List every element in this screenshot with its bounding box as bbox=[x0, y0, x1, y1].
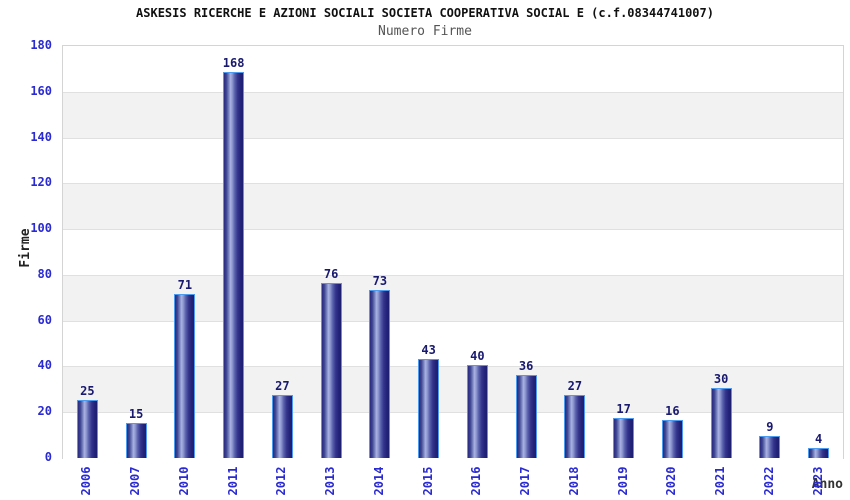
y-tick-label: 20 bbox=[37, 404, 52, 419]
bar bbox=[76, 400, 98, 458]
x-axis-title: Anno bbox=[811, 477, 843, 492]
bar-value-label: 16 bbox=[665, 404, 680, 418]
bar bbox=[564, 395, 586, 458]
bar bbox=[174, 294, 196, 458]
bar bbox=[710, 388, 732, 458]
x-tick-label: 2013 bbox=[323, 466, 338, 496]
x-tick-label: 2019 bbox=[615, 466, 630, 496]
bar-value-label: 4 bbox=[815, 432, 823, 446]
bar bbox=[320, 283, 342, 458]
grid-band bbox=[63, 183, 843, 231]
bar bbox=[661, 420, 683, 458]
x-tick-label: 2007 bbox=[128, 466, 143, 496]
y-tick-label: 160 bbox=[30, 83, 52, 98]
bar-value-label: 27 bbox=[567, 379, 583, 393]
y-tick-label: 120 bbox=[30, 175, 52, 190]
y-tick-label: 80 bbox=[37, 266, 52, 281]
bar-value-label: 40 bbox=[470, 349, 485, 363]
bar bbox=[418, 359, 440, 458]
bar bbox=[466, 365, 488, 458]
y-tick-label: 140 bbox=[30, 129, 52, 144]
bar-value-label: 43 bbox=[421, 343, 436, 357]
x-tick-label: 2010 bbox=[176, 466, 191, 496]
grid-band bbox=[63, 137, 843, 185]
bar bbox=[613, 418, 635, 458]
bar bbox=[759, 436, 781, 458]
x-tick-label: 2018 bbox=[566, 466, 581, 496]
bar-value-label: 15 bbox=[128, 407, 144, 421]
bar-value-label: 27 bbox=[275, 379, 290, 393]
x-tick-label: 2020 bbox=[664, 466, 679, 496]
bar-value-label: 168 bbox=[222, 56, 245, 70]
grid-band bbox=[63, 229, 843, 276]
y-tick-label: 100 bbox=[30, 221, 52, 236]
bar-value-label: 17 bbox=[616, 402, 631, 416]
bar-value-label: 25 bbox=[80, 384, 95, 398]
bar bbox=[271, 395, 293, 458]
x-tick-label: 2012 bbox=[274, 466, 289, 496]
plot-area: 25 15 71 168 27 76 73 43 40 36 27 17 16 30 9 4 bbox=[62, 45, 844, 459]
chart-title: ASKESIS RICERCHE E AZIONI SOCIALI SOCIET… bbox=[136, 6, 714, 20]
x-tick-label: 2015 bbox=[420, 466, 435, 496]
bar-value-label: 73 bbox=[372, 274, 388, 288]
x-tick-label: 2016 bbox=[469, 466, 484, 496]
bar-value-label: 36 bbox=[518, 359, 534, 373]
y-tick-label: 40 bbox=[37, 358, 52, 373]
bar-value-label: 76 bbox=[323, 267, 339, 281]
bar bbox=[125, 423, 147, 458]
y-tick-label: 60 bbox=[37, 312, 52, 327]
x-tick-label: 2021 bbox=[713, 466, 728, 496]
y-tick-label: 180 bbox=[30, 38, 52, 52]
bar bbox=[223, 72, 245, 458]
x-tick-label: 2022 bbox=[761, 466, 776, 496]
x-tick-label: 2023 bbox=[810, 466, 825, 496]
chart-subtitle: Numero Firme bbox=[378, 24, 472, 39]
x-tick-label: 2017 bbox=[518, 466, 533, 496]
bar-value-label: 9 bbox=[766, 420, 774, 434]
bar-value-label: 71 bbox=[177, 278, 193, 292]
bar bbox=[808, 448, 830, 458]
grid-band bbox=[63, 91, 843, 139]
bar-value-label: 30 bbox=[713, 372, 729, 386]
x-tick-label: 2014 bbox=[371, 466, 386, 496]
bar bbox=[515, 375, 537, 458]
y-axis-title: Firme bbox=[18, 228, 33, 268]
y-tick-label: 0 bbox=[44, 450, 52, 464]
x-tick-label: 2011 bbox=[225, 466, 240, 496]
grid-band bbox=[63, 46, 843, 92]
bar bbox=[369, 290, 391, 458]
x-tick-label: 2006 bbox=[79, 466, 94, 496]
